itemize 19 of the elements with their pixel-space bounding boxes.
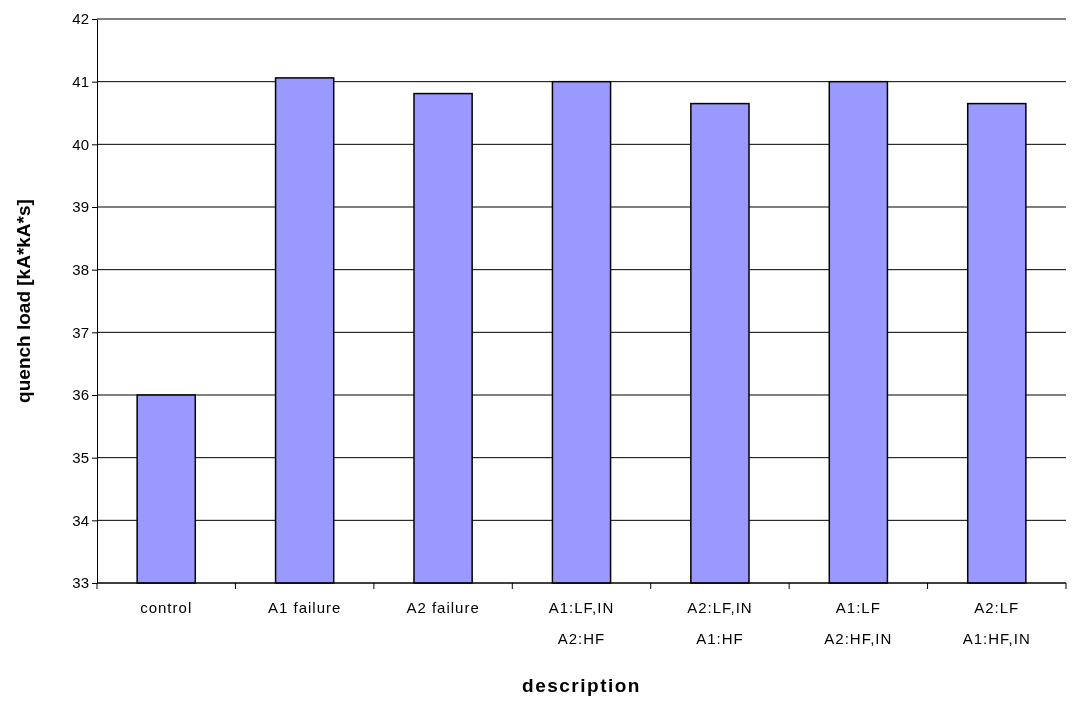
y-tick-label: 38 xyxy=(72,260,89,278)
x-tick-label: A2:LF A1:HF,IN xyxy=(962,599,1031,647)
x-tick-label: A2:LF,IN A1:HF xyxy=(687,599,753,647)
y-tick-label: 39 xyxy=(72,198,89,216)
x-axis-title: description xyxy=(522,675,641,696)
x-tick-label: A1:LF,IN A2:HF xyxy=(548,599,615,647)
y-axis-title: quench load [kA*kA*s] xyxy=(13,199,34,403)
y-tick-label: 36 xyxy=(72,386,89,404)
y-tick-label: 35 xyxy=(72,448,89,466)
y-tick-label: 41 xyxy=(72,72,89,90)
x-tick-label: A2 failure xyxy=(406,599,480,616)
y-tick-label: 40 xyxy=(72,135,89,153)
x-tick-label: A1:LF A2:HF,IN xyxy=(824,599,893,647)
y-tick-label: 37 xyxy=(72,323,89,341)
y-tick-label: 42 xyxy=(72,10,89,28)
x-tick-label: A1 failure xyxy=(267,599,342,616)
y-tick-label: 33 xyxy=(72,574,89,592)
x-tick-label: control xyxy=(140,599,193,616)
y-tick-label: 34 xyxy=(72,511,89,529)
